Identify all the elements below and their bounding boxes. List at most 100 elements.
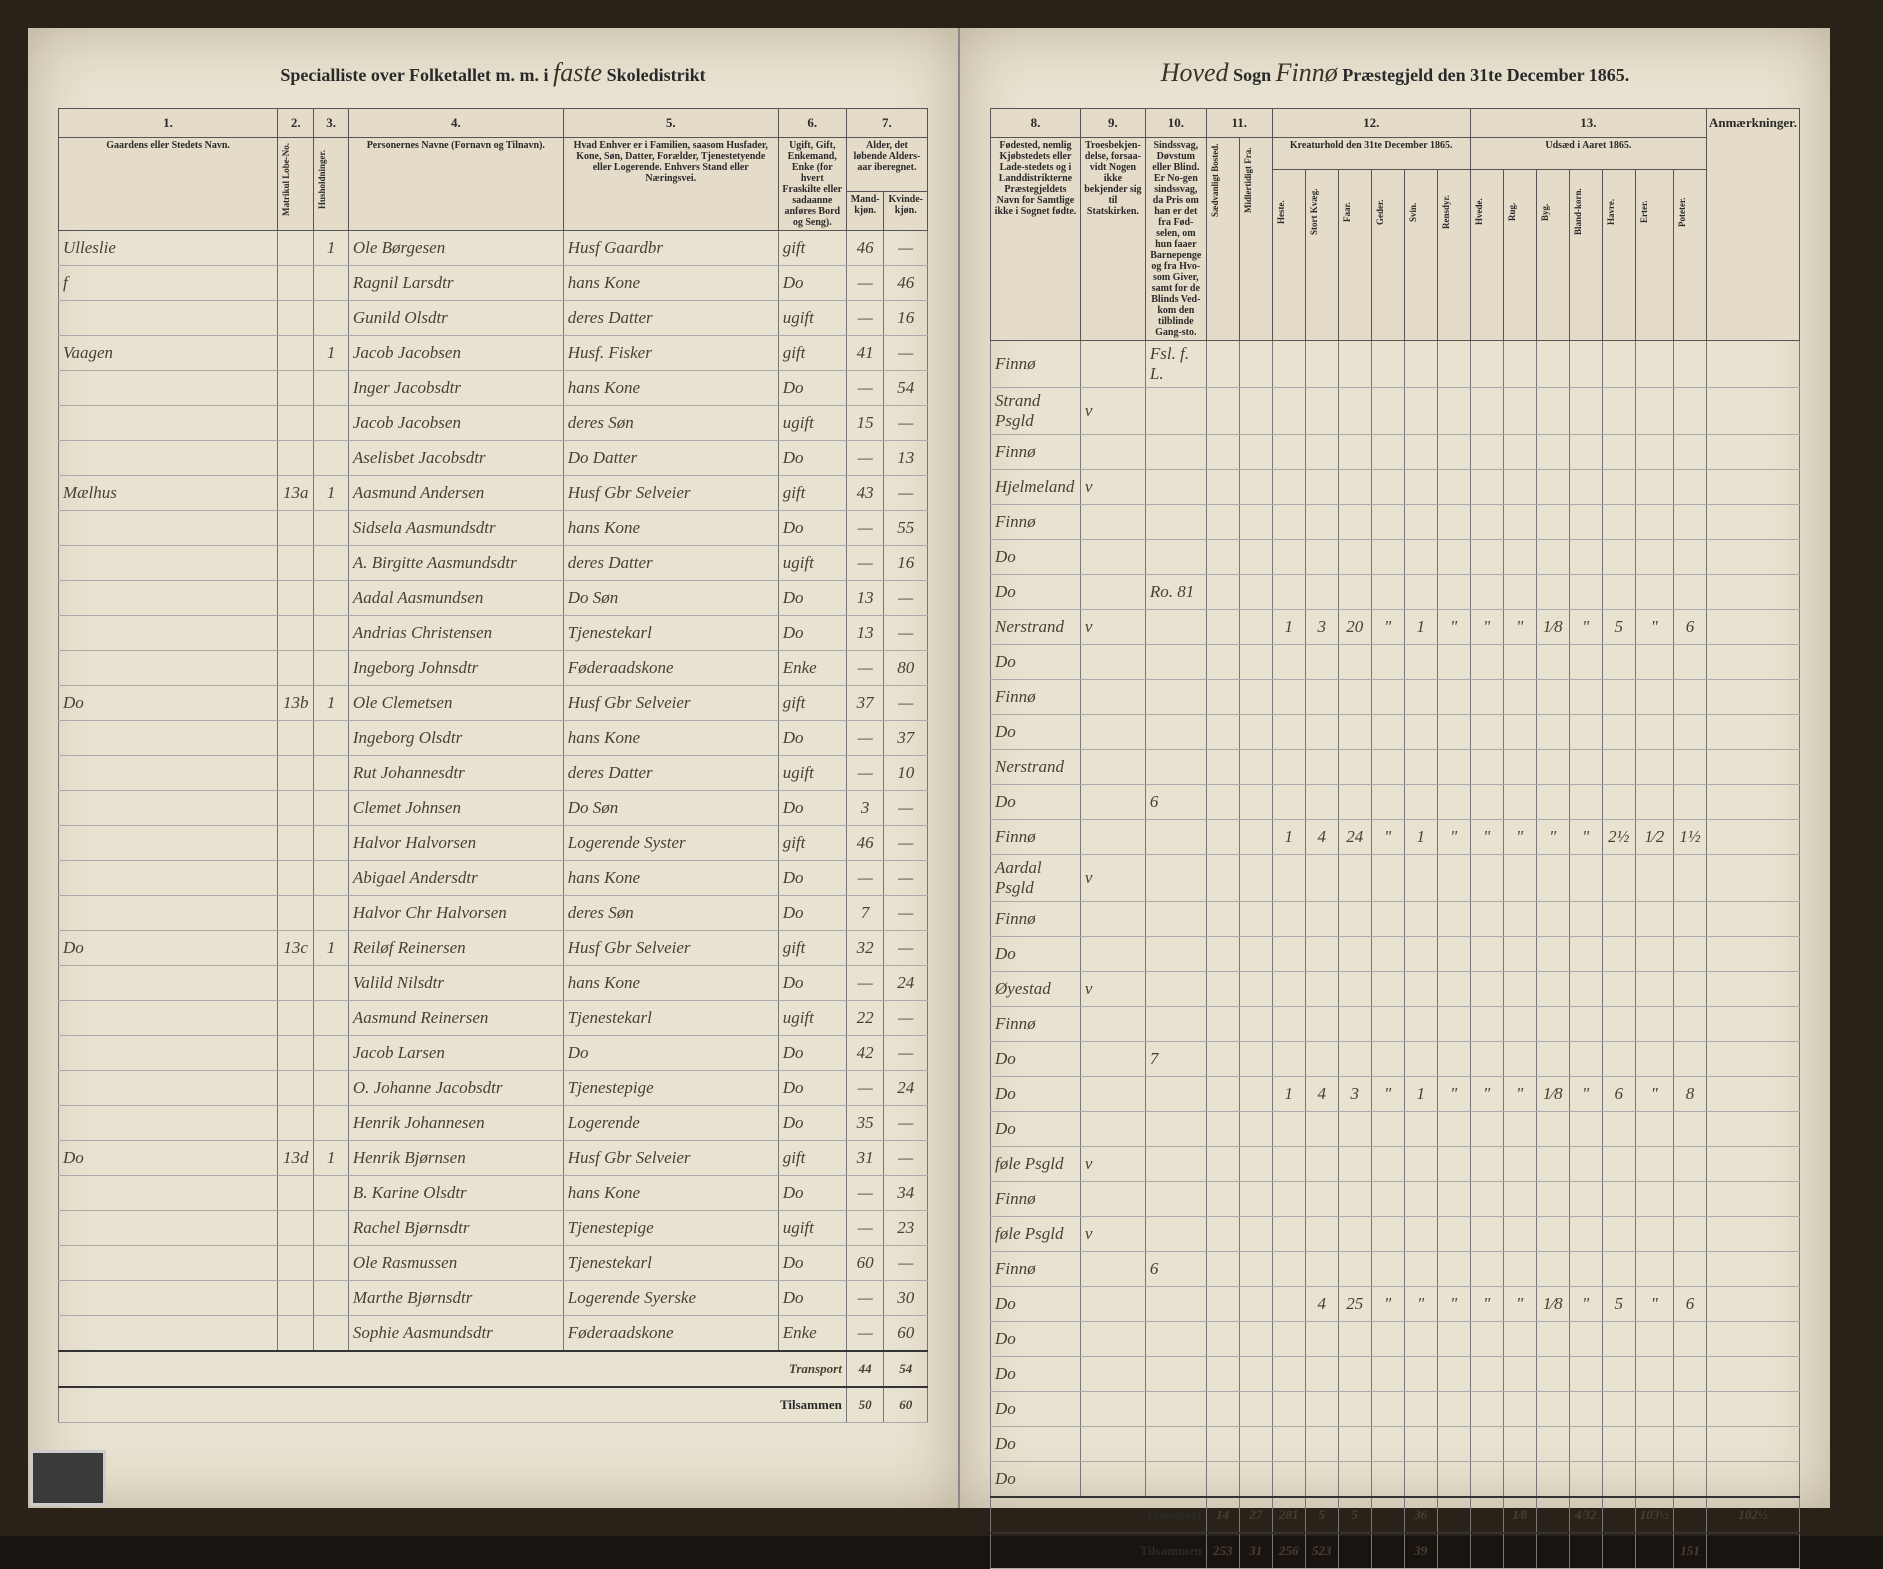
cell-mno <box>278 406 314 441</box>
cell-navn: Henrik Johannesen <box>348 1106 563 1141</box>
footer-val: 5 <box>1305 1497 1338 1533</box>
cell-r-12 <box>1503 470 1536 505</box>
cell-r-10 <box>1437 715 1470 750</box>
cell-r-12 <box>1503 1112 1536 1147</box>
cell-fam: Do Søn <box>563 791 778 826</box>
cell-gaard <box>59 1001 278 1036</box>
cell-r-15 <box>1602 1007 1635 1042</box>
cell-r-16 <box>1635 341 1673 388</box>
table-row: Do6 <box>991 785 1800 820</box>
cell-r-15 <box>1602 855 1635 902</box>
cell-r-18 <box>1706 1287 1799 1322</box>
cell-r-14 <box>1569 435 1602 470</box>
cell-r-4 <box>1239 1077 1272 1112</box>
cell-r-11 <box>1470 1427 1503 1462</box>
table-row: Jacob Jacobsenderes Sønugift15— <box>59 406 928 441</box>
cell-r-1 <box>1080 750 1145 785</box>
cell-r-7 <box>1338 341 1371 388</box>
cell-mk: — <box>846 1071 884 1106</box>
col11-num: 11. <box>1206 109 1272 138</box>
cell-r-14 <box>1569 680 1602 715</box>
cell-gaard <box>59 826 278 861</box>
cell-r-10 <box>1437 1392 1470 1427</box>
cell-kk: 37 <box>884 721 928 756</box>
table-row: fRagnil Larsdtrhans KoneDo—46 <box>59 266 928 301</box>
cell-r-17 <box>1673 575 1706 610</box>
table-row: Do13b1Ole ClemetsenHusf Gbr Selveiergift… <box>59 686 928 721</box>
cell-r-2: 7 <box>1145 1042 1206 1077</box>
cell-navn: Andrias Christensen <box>348 616 563 651</box>
cell-kk: — <box>884 616 928 651</box>
cell-r-18 <box>1706 715 1799 750</box>
cell-fam: Logerende Syster <box>563 826 778 861</box>
cell-h <box>314 1001 349 1036</box>
left-tbody: Ulleslie1Ole BørgesenHusf Gaardbrgift46—… <box>59 231 928 1352</box>
cell-stand: Do <box>778 441 846 476</box>
cell-fam: deres Datter <box>563 301 778 336</box>
cell-r-7 <box>1338 1462 1371 1498</box>
cell-r-4 <box>1239 680 1272 715</box>
cell-kk: — <box>884 931 928 966</box>
cell-r-6: 4 <box>1305 1077 1338 1112</box>
cell-r-2 <box>1145 820 1206 855</box>
cell-mno <box>278 1106 314 1141</box>
cell-r-10 <box>1437 902 1470 937</box>
cell-r-2: Ro. 81 <box>1145 575 1206 610</box>
cell-r-16 <box>1635 1252 1673 1287</box>
cell-fam: Do Datter <box>563 441 778 476</box>
cell-kk: 10 <box>884 756 928 791</box>
cell-r-0: Finnø <box>991 902 1081 937</box>
cell-r-4 <box>1239 937 1272 972</box>
cell-r-5 <box>1272 505 1305 540</box>
cell-r-5 <box>1272 1147 1305 1182</box>
cell-r-0: Do <box>991 1287 1081 1322</box>
cell-kk: — <box>884 231 928 266</box>
cell-mno <box>278 791 314 826</box>
header-right-suffix: Præstegjeld den 31te December 1865. <box>1342 65 1629 85</box>
cell-r-16 <box>1635 1217 1673 1252</box>
cell-mno <box>278 266 314 301</box>
cell-r-12 <box>1503 715 1536 750</box>
cell-r-18 <box>1706 1462 1799 1498</box>
cell-stand: Do <box>778 1176 846 1211</box>
cell-fam: hans Kone <box>563 371 778 406</box>
cell-h <box>314 1316 349 1352</box>
cell-r-3 <box>1206 1147 1239 1182</box>
cell-r-13 <box>1536 1322 1569 1357</box>
cell-stand: gift <box>778 336 846 371</box>
cell-r-16 <box>1635 902 1673 937</box>
cell-r-17: 6 <box>1673 1287 1706 1322</box>
cell-r-1: v <box>1080 972 1145 1007</box>
cell-r-18 <box>1706 680 1799 715</box>
cell-r-16 <box>1635 1147 1673 1182</box>
cell-r-12 <box>1503 575 1536 610</box>
footer-val: 253 <box>1206 1533 1239 1569</box>
cell-kk: — <box>884 1246 928 1281</box>
cell-h <box>314 1246 349 1281</box>
cell-r-0: Finnø <box>991 505 1081 540</box>
cell-r-9 <box>1404 341 1437 388</box>
cell-stand: gift <box>778 931 846 966</box>
cell-r-17 <box>1673 1357 1706 1392</box>
cell-r-18 <box>1706 1077 1799 1112</box>
cell-r-8 <box>1371 1042 1404 1077</box>
cell-gaard <box>59 1211 278 1246</box>
cell-r-17 <box>1673 855 1706 902</box>
cell-navn: Aasmund Reinersen <box>348 1001 563 1036</box>
right-thead: 8. 9. 10. 11. 12. 13. Anmærkninger. Føde… <box>991 109 1800 341</box>
cell-r-16 <box>1635 575 1673 610</box>
table-row: Do <box>991 1322 1800 1357</box>
cell-r-6 <box>1305 1392 1338 1427</box>
cell-r-10 <box>1437 680 1470 715</box>
cell-kk: 23 <box>884 1211 928 1246</box>
cell-r-16 <box>1635 785 1673 820</box>
footer-val <box>1706 1533 1799 1569</box>
cell-kk: — <box>884 861 928 896</box>
cell-r-12 <box>1503 388 1536 435</box>
cell-r-13 <box>1536 680 1569 715</box>
cell-r-1 <box>1080 435 1145 470</box>
cell-r-17 <box>1673 341 1706 388</box>
cell-r-15 <box>1602 1217 1635 1252</box>
cell-r-0: Nerstrand <box>991 750 1081 785</box>
table-row: FinnøFsl. f. L. <box>991 341 1800 388</box>
